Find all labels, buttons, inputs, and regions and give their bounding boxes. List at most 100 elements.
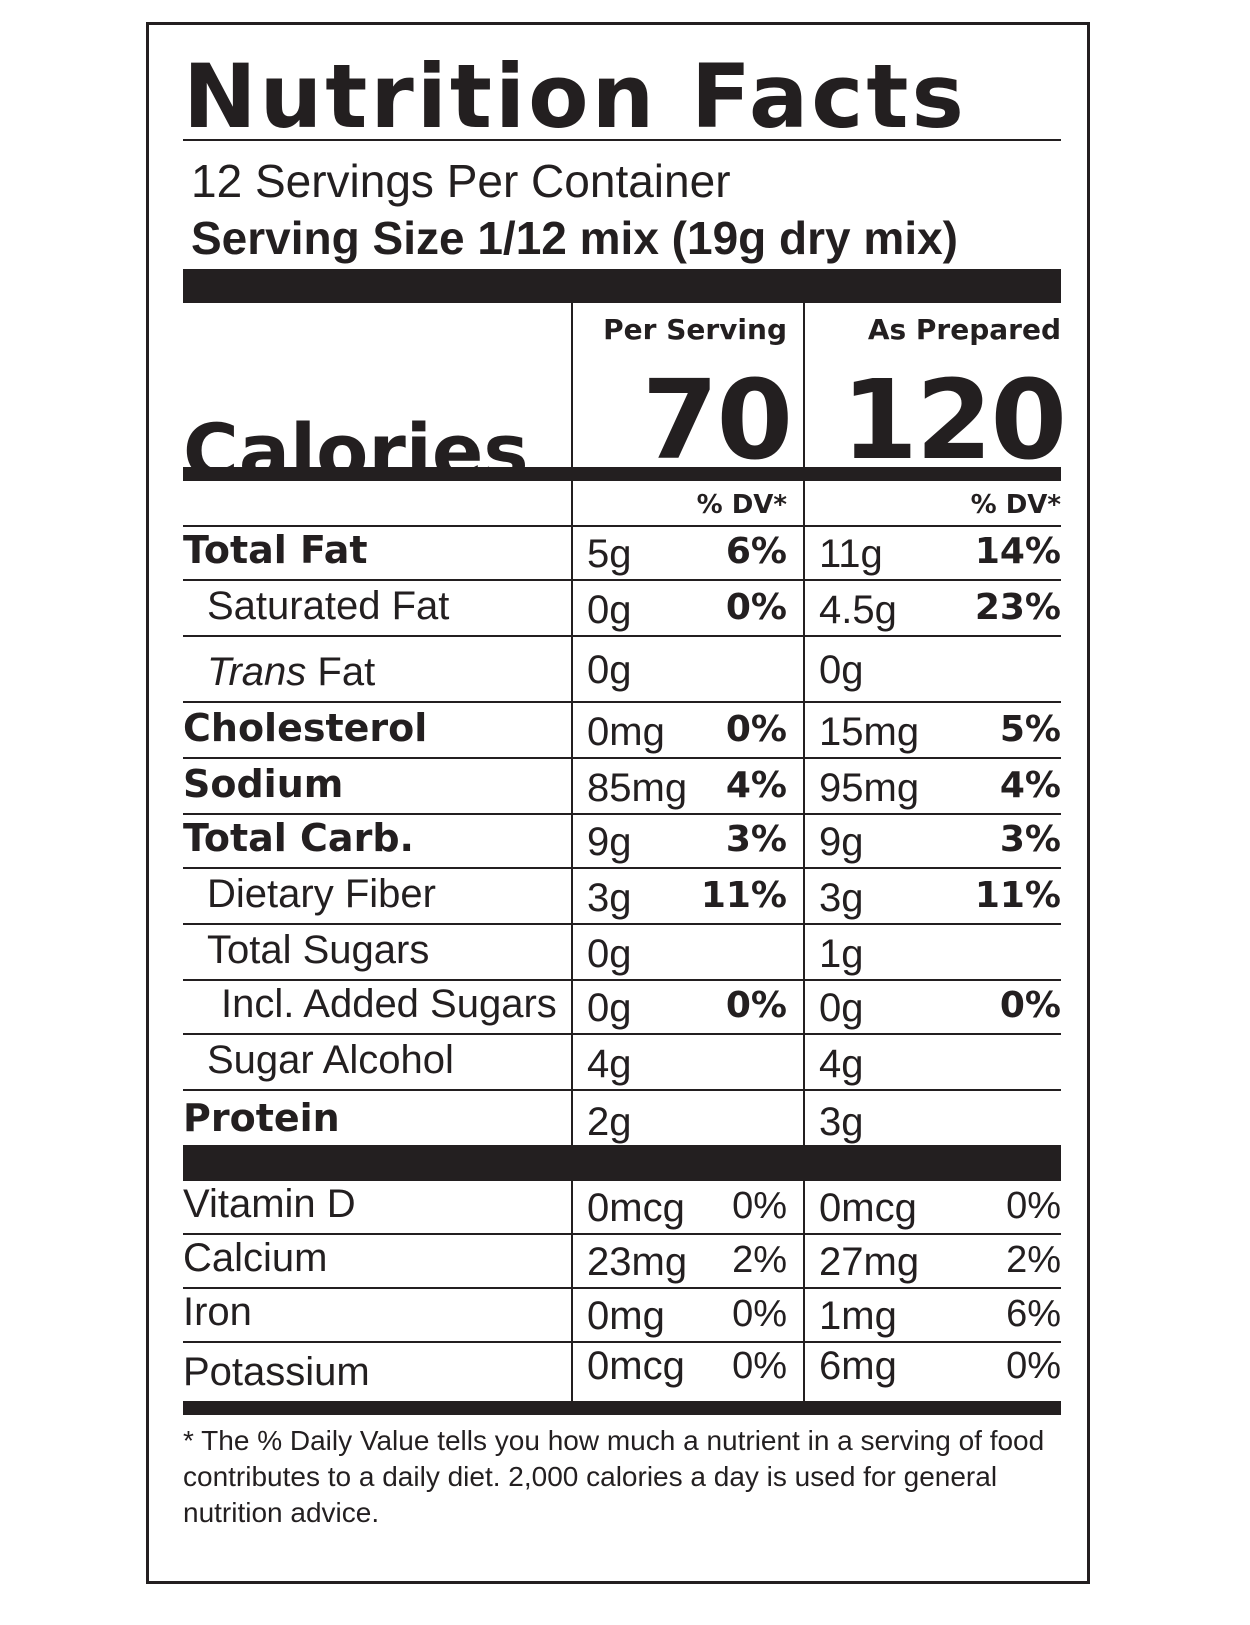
calories-per-serving: 70 (641, 356, 793, 484)
vitamin-row-potassium: Potassium 0mcg 0% 6mg 0% (183, 1343, 1061, 1395)
nutrient-row-saturated-fat: Saturated Fat 0g 0% 4.5g 23% (183, 581, 1061, 637)
per-serving-amount: 2g (587, 1100, 632, 1144)
as-prepared-amount: 1mg (819, 1294, 897, 1338)
per-serving-amount: 0mcg (587, 1344, 685, 1388)
calories-divider (183, 467, 1061, 481)
per-serving-amount: 85mg (587, 766, 688, 810)
nutrient-row-dietary-fiber: Dietary Fiber 3g 11% 3g 11% (183, 869, 1061, 925)
per-serving-dv: 6% (725, 531, 787, 572)
as-prepared-amount: 0mcg (819, 1186, 917, 1230)
nutrient-name: Sugar Alcohol (207, 1038, 454, 1082)
title-divider (183, 139, 1061, 141)
as-prepared-dv: 23% (974, 587, 1061, 628)
per-serving-amount: 0g (587, 648, 632, 692)
as-prepared-amount: 9g (819, 820, 864, 864)
as-prepared-dv: 0% (999, 985, 1061, 1026)
nutrient-name: Dietary Fiber (207, 872, 436, 916)
per-serving-dv: 3% (725, 819, 787, 860)
column-divider-2 (803, 303, 805, 1145)
as-prepared-amount: 27mg (819, 1240, 920, 1284)
serving-size: Serving Size 1/12 mix (19g dry mix) (191, 212, 958, 264)
thick-divider-vitamins (183, 1145, 1061, 1181)
nutrient-row-sodium: Sodium 85mg 4% 95mg 4% (183, 759, 1061, 815)
as-prepared-amount: 11g (819, 532, 883, 576)
nutrient-name: Incl. Added Sugars (221, 982, 557, 1026)
as-prepared-dv: 4% (999, 765, 1061, 806)
nutrient-name: Total Fat (183, 528, 368, 572)
nutrient-name: Cholesterol (183, 706, 428, 750)
as-prepared-dv: 11% (974, 875, 1061, 916)
per-serving-amount: 5g (587, 532, 632, 576)
per-serving-amount: 23mg (587, 1240, 688, 1284)
as-prepared-amount: 15mg (819, 710, 920, 754)
as-prepared-amount: 6mg (819, 1344, 897, 1388)
dv-header-as-prepared: % DV* (970, 490, 1061, 520)
calories-as-prepared: 120 (841, 356, 1067, 484)
vitamin-name: Iron (183, 1290, 252, 1334)
nutrient-row-sugar-alcohol: Sugar Alcohol 4g 4g (183, 1035, 1061, 1091)
nutrient-table: Total Fat 5g 6% 11g 14% Saturated Fat 0g… (183, 527, 1061, 1147)
per-serving-amount: 0g (587, 986, 632, 1030)
column-divider-1-vitamins (571, 1181, 573, 1401)
column-divider-1 (571, 303, 573, 1145)
daily-value-footnote: * The % Daily Value tells you how much a… (183, 1425, 1045, 1528)
as-prepared-dv: 0% (1006, 1345, 1061, 1387)
nutrient-name: Sodium (183, 762, 344, 806)
as-prepared-amount: 4g (819, 1042, 864, 1086)
vitamin-row-calcium: Calcium 23mg 2% 27mg 2% (183, 1235, 1061, 1289)
nutrient-row-trans-fat: Trans Fat 0g 0g (183, 637, 1061, 703)
label-title: Nutrition Facts (183, 45, 967, 148)
nutrient-row-total-fat: Total Fat 5g 6% 11g 14% (183, 527, 1061, 581)
trans-italic: Trans (207, 650, 307, 694)
nutrient-name: Protein (183, 1096, 340, 1140)
as-prepared-amount: 3g (819, 876, 864, 920)
vitamin-name: Vitamin D (183, 1182, 356, 1226)
per-serving-dv: 2% (732, 1239, 787, 1281)
column-divider-2-vitamins (803, 1181, 805, 1401)
dv-header-per-serving: % DV* (696, 490, 787, 520)
as-prepared-amount: 0g (819, 648, 864, 692)
per-serving-amount: 0mg (587, 1294, 665, 1338)
as-prepared-amount: 0g (819, 986, 864, 1030)
per-serving-amount: 9g (587, 820, 632, 864)
vitamin-table: Vitamin D 0mcg 0% 0mcg 0% Calcium 23mg 2… (183, 1181, 1061, 1395)
vitamin-row-iron: Iron 0mg 0% 1mg 6% (183, 1289, 1061, 1343)
per-serving-dv: 0% (732, 1345, 787, 1387)
as-prepared-dv: 0% (1006, 1185, 1061, 1227)
as-prepared-amount: 95mg (819, 766, 920, 810)
per-serving-dv: 0% (725, 587, 787, 628)
dv-header-divider (183, 525, 1061, 527)
nutrient-name: Saturated Fat (207, 584, 450, 628)
as-prepared-dv: 3% (999, 819, 1061, 860)
nutrient-row-protein: Protein 2g 3g (183, 1091, 1061, 1147)
as-prepared-amount: 4.5g (819, 588, 897, 632)
vitamin-name: Potassium (183, 1350, 370, 1394)
as-prepared-amount: 1g (819, 932, 864, 976)
nutrient-row-cholesterol: Cholesterol 0mg 0% 15mg 5% (183, 703, 1061, 759)
per-serving-amount: 0g (587, 932, 632, 976)
thick-divider-bottom (183, 1401, 1061, 1415)
as-prepared-dv: 14% (974, 531, 1061, 572)
nutrient-name: Total Carb. (183, 816, 414, 860)
as-prepared-amount: 3g (819, 1100, 864, 1144)
per-serving-dv: 4% (725, 765, 787, 806)
vitamin-name: Calcium (183, 1236, 328, 1280)
per-serving-dv: 0% (725, 709, 787, 750)
column-header-as-prepared: As Prepared (867, 313, 1061, 346)
trans-fat-suffix: Fat (306, 650, 376, 694)
nutrient-name: Total Sugars (207, 928, 430, 972)
per-serving-amount: 4g (587, 1042, 632, 1086)
nutrition-facts-label: Nutrition Facts 12 Servings Per Containe… (146, 22, 1090, 1584)
per-serving-dv: 0% (732, 1185, 787, 1227)
nutrient-name: Trans Fat (207, 649, 375, 695)
per-serving-amount: 3g (587, 876, 632, 920)
column-header-per-serving: Per Serving (603, 313, 787, 346)
per-serving-dv: 11% (700, 875, 787, 916)
thick-divider-top (183, 269, 1061, 303)
as-prepared-dv: 2% (1006, 1239, 1061, 1281)
nutrient-row-total-carb: Total Carb. 9g 3% 9g 3% (183, 815, 1061, 869)
calories-label: Calories (183, 407, 529, 496)
per-serving-dv: 0% (732, 1293, 787, 1335)
nutrient-row-added-sugars: Incl. Added Sugars 0g 0% 0g 0% (183, 981, 1061, 1035)
vitamin-row-vitamin-d: Vitamin D 0mcg 0% 0mcg 0% (183, 1181, 1061, 1235)
